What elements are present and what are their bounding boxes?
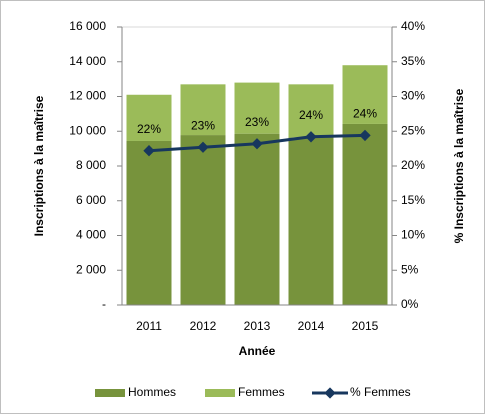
x-axis-label: Année [239, 344, 276, 358]
y-tick-label: 10 000 [69, 123, 106, 137]
y-tick-label: 12 000 [69, 89, 106, 103]
y-tick-label: 8 000 [76, 158, 106, 172]
y-tick-label: 16 000 [69, 19, 106, 33]
data-label: 22% [137, 122, 161, 136]
bar [342, 123, 388, 305]
bar [342, 65, 388, 124]
line-marker [143, 145, 155, 157]
data-label: 24% [353, 107, 377, 121]
y2-tick-label: 30% [401, 89, 425, 103]
legend-label: % Femmes [350, 385, 411, 399]
data-label: 24% [299, 108, 323, 122]
bar [180, 84, 226, 136]
bar [126, 94, 172, 141]
legend-label: Femmes [238, 385, 285, 399]
y-tick-label: - [102, 297, 106, 311]
legend-swatch [324, 387, 336, 399]
x-tick-label: 2014 [298, 319, 325, 333]
data-label: 23% [245, 115, 269, 129]
y2-tick-label: 5% [401, 262, 419, 276]
bar [234, 82, 280, 134]
bar [288, 137, 334, 305]
y2-tick-label: 10% [401, 228, 425, 242]
y-axis-label: Inscriptions à la maîtrise [32, 95, 46, 236]
bar [180, 135, 226, 305]
y-tick-label: 14 000 [69, 54, 106, 68]
y2-axis-label: % Inscriptions à la maîtrise [452, 88, 466, 243]
line-marker [251, 138, 263, 150]
y-tick-label: 2 000 [76, 262, 106, 276]
y2-tick-label: 40% [401, 19, 425, 33]
y2-tick-label: 0% [401, 297, 419, 311]
x-tick-label: 2013 [244, 319, 271, 333]
y2-tick-label: 20% [401, 158, 425, 172]
y-tick-label: 4 000 [76, 228, 106, 242]
legend-swatch [205, 389, 235, 397]
line-marker [197, 141, 209, 153]
x-tick-label: 2015 [352, 319, 379, 333]
bar [126, 140, 172, 305]
line-marker [305, 131, 317, 143]
x-tick-label: 2011 [136, 319, 162, 333]
y2-tick-label: 35% [401, 54, 425, 68]
line-marker [359, 129, 371, 142]
x-tick-label: 2012 [190, 319, 217, 333]
legend-swatch [95, 389, 125, 397]
bar [288, 84, 334, 138]
legend-label: Hommes [128, 385, 176, 399]
y2-tick-label: 25% [401, 123, 425, 137]
bar [234, 133, 280, 305]
y2-tick-label: 15% [401, 193, 425, 207]
data-label: 23% [191, 118, 215, 132]
y-tick-label: 6 000 [76, 193, 106, 207]
